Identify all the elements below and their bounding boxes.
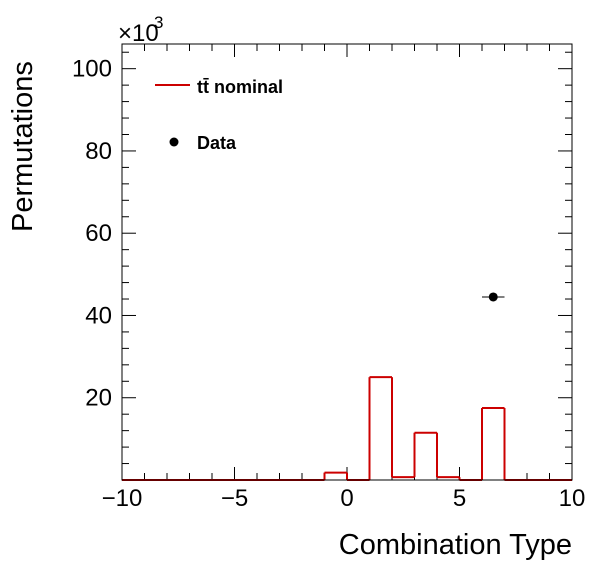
x-tick-label: 5 <box>453 485 466 512</box>
y-tick-label: 40 <box>85 302 112 329</box>
x-tick-label: −5 <box>221 485 248 512</box>
y-multiplier-label: ×10 <box>118 20 159 47</box>
y-axis-title: Permutations <box>7 61 39 232</box>
x-axis-title: Combination Type <box>339 529 572 561</box>
data-point <box>488 292 498 302</box>
plot-frame <box>121 43 573 481</box>
x-tick-label: 0 <box>340 485 353 512</box>
legend-label-data: Data <box>197 133 237 153</box>
y-tick-label: 60 <box>85 220 112 247</box>
legend: tt̄ nominal Data <box>155 77 283 153</box>
legend-marker-swatch <box>169 137 179 147</box>
y-tick-label: 100 <box>72 56 112 83</box>
legend-label-ttbar-nominal: tt̄ nominal <box>197 77 283 97</box>
tick-labels: −10 −5 0 5 10 20 40 60 80 100 <box>72 56 585 512</box>
y-tick-label: 80 <box>85 138 112 165</box>
x-tick-label: 10 <box>559 485 586 512</box>
y-multiplier-exponent: 3 <box>154 13 163 32</box>
data-points-layer <box>482 292 505 302</box>
x-tick-label: −10 <box>102 485 143 512</box>
y-tick-label: 20 <box>85 385 112 412</box>
